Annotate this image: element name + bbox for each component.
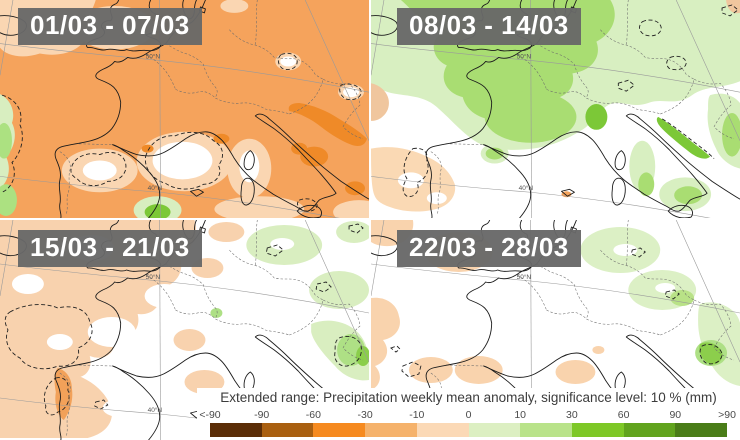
date-label-week4: 22/03 - 28/03 [397, 230, 581, 267]
colorbar-tick-label: 60 [617, 409, 630, 421]
panel-week2: 50°N 40°N 08/03 - 14/03 [371, 0, 740, 218]
anomaly-dark-blobs [141, 103, 368, 196]
colorbar-tick-label: -90 [254, 409, 270, 421]
lat-label-50n: 50°N [146, 52, 161, 60]
legend-ticks: <-90 -90 -60 -30 -10 0 10 30 60 90 >90 [199, 409, 736, 422]
colorbar-tick-label: >90 [718, 409, 736, 421]
lat-label-40n: 40°N [148, 184, 163, 192]
colorbar-segment [313, 423, 366, 437]
legend-title: Extended range: Precipitation weekly mea… [220, 390, 717, 405]
colorbar-segment [261, 423, 314, 437]
colorbar-tick-label: -30 [357, 409, 373, 421]
date-label-week3: 15/03 - 21/03 [18, 230, 202, 267]
colorbar-tick-label: -60 [305, 409, 321, 421]
colorbar-segment [210, 423, 262, 437]
colorbar-segment [365, 423, 417, 437]
colorbar-tick-label: 10 [514, 409, 527, 421]
colorbar-segment [416, 423, 469, 437]
colorbar-tick-label: <-90 [199, 409, 221, 421]
panel-week1: 50°N 40°N 01/03 - 07/03 [0, 0, 369, 218]
colorbar-tick-label: -10 [409, 409, 425, 421]
anomaly-green-blobs [210, 221, 369, 381]
colorbar-segment [571, 423, 624, 437]
date-label-week2: 08/03 - 14/03 [397, 8, 581, 45]
anomaly-orange-blobs [371, 0, 740, 212]
colorbar-tick-label: 0 [465, 409, 472, 421]
legend-colorbar [210, 423, 728, 437]
lat-label-50n: 50°N [517, 52, 532, 60]
lat-label-50n: 50°N [146, 273, 161, 281]
anomaly-white-cores [82, 56, 360, 183]
date-label-week1: 01/03 - 07/03 [18, 8, 202, 45]
significance-contours [1, 52, 362, 212]
colorbar-segment [520, 423, 572, 437]
anomaly-green-blobs [580, 227, 740, 386]
colorbar-segment [468, 423, 521, 437]
colorbar-tick-label: 90 [669, 409, 682, 421]
significance-contours [4, 223, 364, 416]
lat-label-40n: 40°N [519, 184, 534, 192]
colorbar-segment [675, 423, 728, 437]
colorbar-segment [623, 423, 676, 437]
colorbar-tick-label: 30 [566, 409, 578, 421]
legend: Extended range: Precipitation weekly mea… [197, 388, 740, 440]
lat-label-40n: 40°N [148, 406, 163, 414]
lat-label-50n: 50°N [517, 273, 532, 281]
